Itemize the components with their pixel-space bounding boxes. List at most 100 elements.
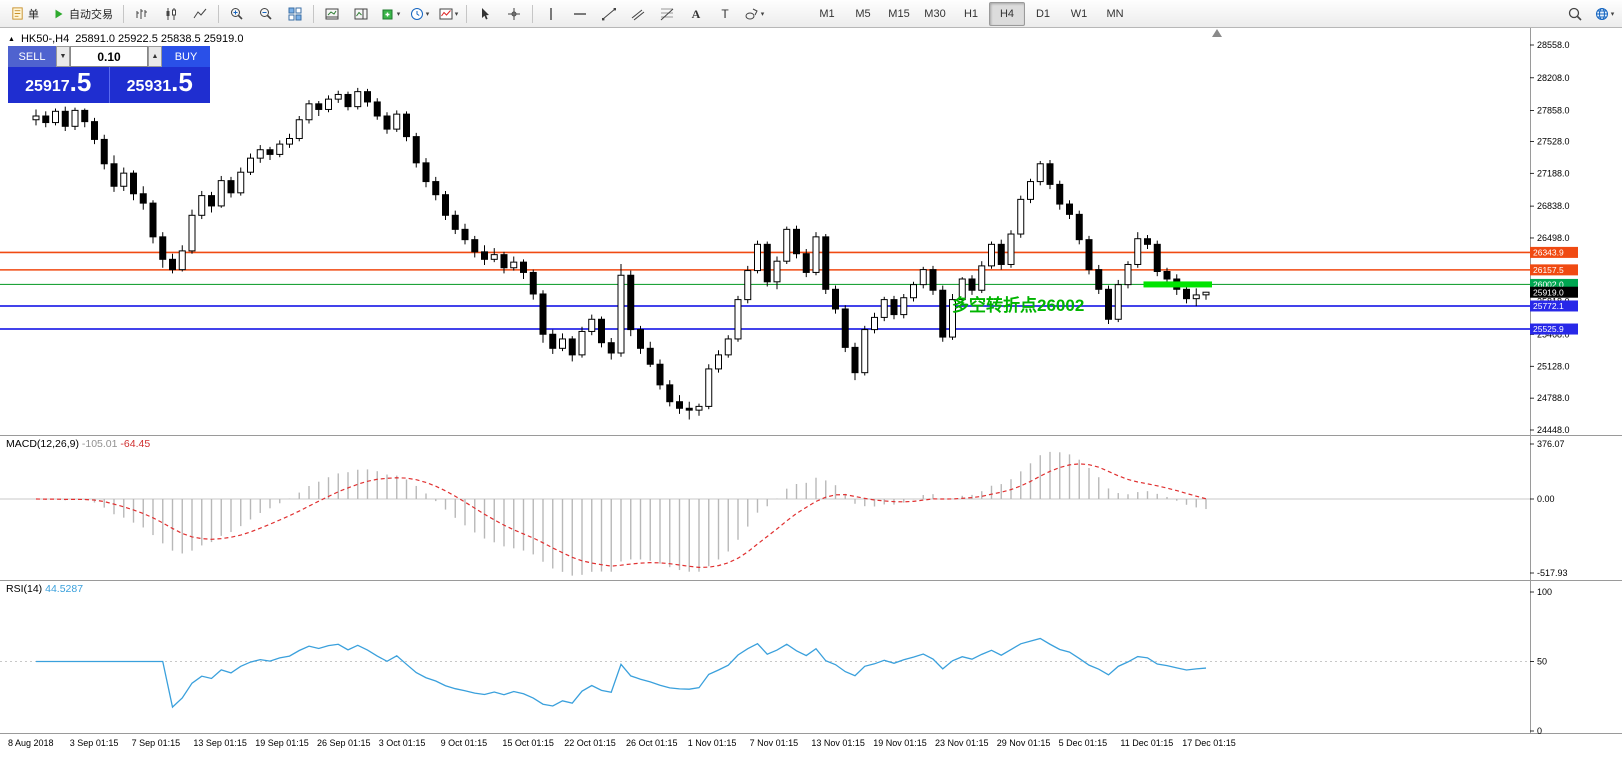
timeframe-m30[interactable]: M30 [924,7,946,20]
svg-text:24788.0: 24788.0 [1537,393,1570,403]
svg-text:3 Sep 01:15: 3 Sep 01:15 [70,738,119,748]
symbol-period-label: HK50-,H4 [20,33,70,45]
svg-text:15 Oct 01:15: 15 Oct 01:15 [502,738,554,748]
time-axis[interactable]: 8 Aug 2018 3 Sep 01:15 7 Sep 01:15 13 Sep 0… [8,738,1236,748]
svg-text:376.07: 376.07 [1537,439,1565,449]
template-icon[interactable]: ▾ [434,2,462,26]
buy-button[interactable]: BUY [162,46,210,67]
svg-text:5 Dec 01:15: 5 Dec 01:15 [1059,738,1108,748]
svg-text:26 Oct 01:15: 26 Oct 01:15 [626,738,678,748]
label-icon[interactable]: T [711,2,739,26]
svg-text:27528.0: 27528.0 [1537,136,1570,146]
community-icon[interactable]: ▾ [1590,2,1618,26]
periods-icon[interactable]: ▾ [405,2,433,26]
svg-text:28558.0: 28558.0 [1537,40,1570,50]
buy-price-fraction: .5 [171,67,193,97]
volume-up-button[interactable]: ▲ [148,46,162,67]
svg-text:26838.0: 26838.0 [1537,201,1570,211]
svg-text:23 Nov 01:15: 23 Nov 01:15 [935,738,989,748]
sell-price[interactable]: 25917 .5 [8,67,109,103]
svg-text:25919.0: 25919.0 [1533,287,1564,297]
toolbar-separator [123,4,124,23]
svg-text:24448.0: 24448.0 [1537,425,1570,435]
zoom-out-icon[interactable] [252,2,280,26]
svg-text:25525.9: 25525.9 [1533,324,1564,334]
trendline-icon[interactable] [595,2,623,26]
svg-text:28208.0: 28208.0 [1537,73,1570,83]
macd-axis: 376.07 0.00 -517.93 [1530,439,1568,578]
timeframe-m5[interactable]: M5 [855,7,871,20]
timeframe-h4[interactable]: H4 [989,1,1025,26]
window-icon: ▲ [8,35,15,43]
timeframe-m15[interactable]: M15 [888,7,910,20]
chart-annotation: 多空转折点26002 [952,296,1085,315]
rsi-label: RSI(14) 44.5287 [6,583,83,595]
svg-text:0: 0 [1537,726,1542,736]
rsi-line [36,637,1207,709]
search-icon[interactable] [1561,2,1589,26]
shapes-icon[interactable]: ▾ [740,2,768,26]
macd-histogram [45,451,1207,576]
timeframe-w1[interactable]: W1 [1070,7,1088,20]
chart-header: ▲ HK50-,H4 25891.0 25922.5 25838.5 25919… [8,33,243,45]
volume-input[interactable]: 0.10 [70,46,148,67]
new-order-label: 单 [28,8,39,21]
svg-text:25128.0: 25128.0 [1537,361,1570,371]
timeframe-m1[interactable]: M1 [819,7,835,20]
zoom-in-icon[interactable] [223,2,251,26]
toolbar-separator [466,4,467,23]
horizontal-lines[interactable] [0,251,1530,330]
svg-text:13 Nov 01:15: 13 Nov 01:15 [811,738,865,748]
arrange-charts-icon[interactable] [318,2,346,26]
new-chart-icon[interactable]: ▾ [376,2,404,26]
svg-text:7 Nov 01:15: 7 Nov 01:15 [750,738,799,748]
svg-text:25772.1: 25772.1 [1533,301,1564,311]
vertical-line-icon[interactable] [537,2,565,26]
candlestick-series [32,87,1210,420]
highlight-segment[interactable] [1143,281,1213,288]
svg-text:26002.0: 26002.0 [1533,280,1564,290]
candlestick-chart-icon[interactable] [157,2,185,26]
tile-windows-icon[interactable] [281,2,309,26]
macd-value-1: -105.01 [81,438,118,450]
dropdown-caret: ▾ [760,10,765,18]
timeframe-mn[interactable]: MN [1106,7,1124,20]
crosshair-icon[interactable] [500,2,528,26]
channel-icon[interactable] [624,2,652,26]
horizontal-line-icon[interactable] [566,2,594,26]
text-icon[interactable]: A [682,2,710,26]
macd-value-2: -64.45 [120,438,151,450]
svg-text:7 Sep 01:15: 7 Sep 01:15 [132,738,181,748]
new-order-button[interactable]: 单 [4,2,45,26]
autotrading-icon [55,9,63,18]
rsi-name: RSI(14) [6,583,43,595]
timeframe-d1[interactable]: D1 [1035,7,1051,20]
svg-text:17 Dec 01:15: 17 Dec 01:15 [1182,738,1236,748]
rsi-value: 44.5287 [45,583,84,595]
svg-text:50: 50 [1537,657,1547,667]
bar-chart-icon[interactable] [128,2,156,26]
svg-text:100: 100 [1537,587,1552,597]
price-axis: 28558.0 28208.0 27858.0 27528.0 27188.0 26838… [1530,40,1570,435]
autotrading-button[interactable]: 自动交易 [46,2,119,26]
sell-price-fraction: .5 [69,67,92,97]
arrange-vertical-icon[interactable] [347,2,375,26]
sell-button[interactable]: SELL [8,46,56,67]
rsi-axis: 100 50 0 [1530,587,1552,736]
svg-text:26498.0: 26498.0 [1537,233,1570,243]
fibonacci-icon[interactable] [653,2,681,26]
autotrading-label: 自动交易 [69,8,113,21]
timeframe-h1[interactable]: H1 [963,7,979,20]
buy-price[interactable]: 25931 .5 [108,67,211,103]
toolbar: 单 自动交易 ▾ ▾ ▾ A T ▾ M1 M5 M15 M30 H1 H4 D1 W1 M [0,0,1622,28]
line-chart-icon[interactable] [186,2,214,26]
cursor-icon[interactable] [471,2,499,26]
svg-text:27858.0: 27858.0 [1537,106,1570,116]
toolbar-separator [218,4,219,23]
volume-down-button[interactable]: ▼ [56,46,70,67]
svg-text:26 Sep 01:15: 26 Sep 01:15 [317,738,371,748]
dropdown-caret: ▾ [425,10,430,18]
chart-shift-marker[interactable] [1212,29,1222,37]
